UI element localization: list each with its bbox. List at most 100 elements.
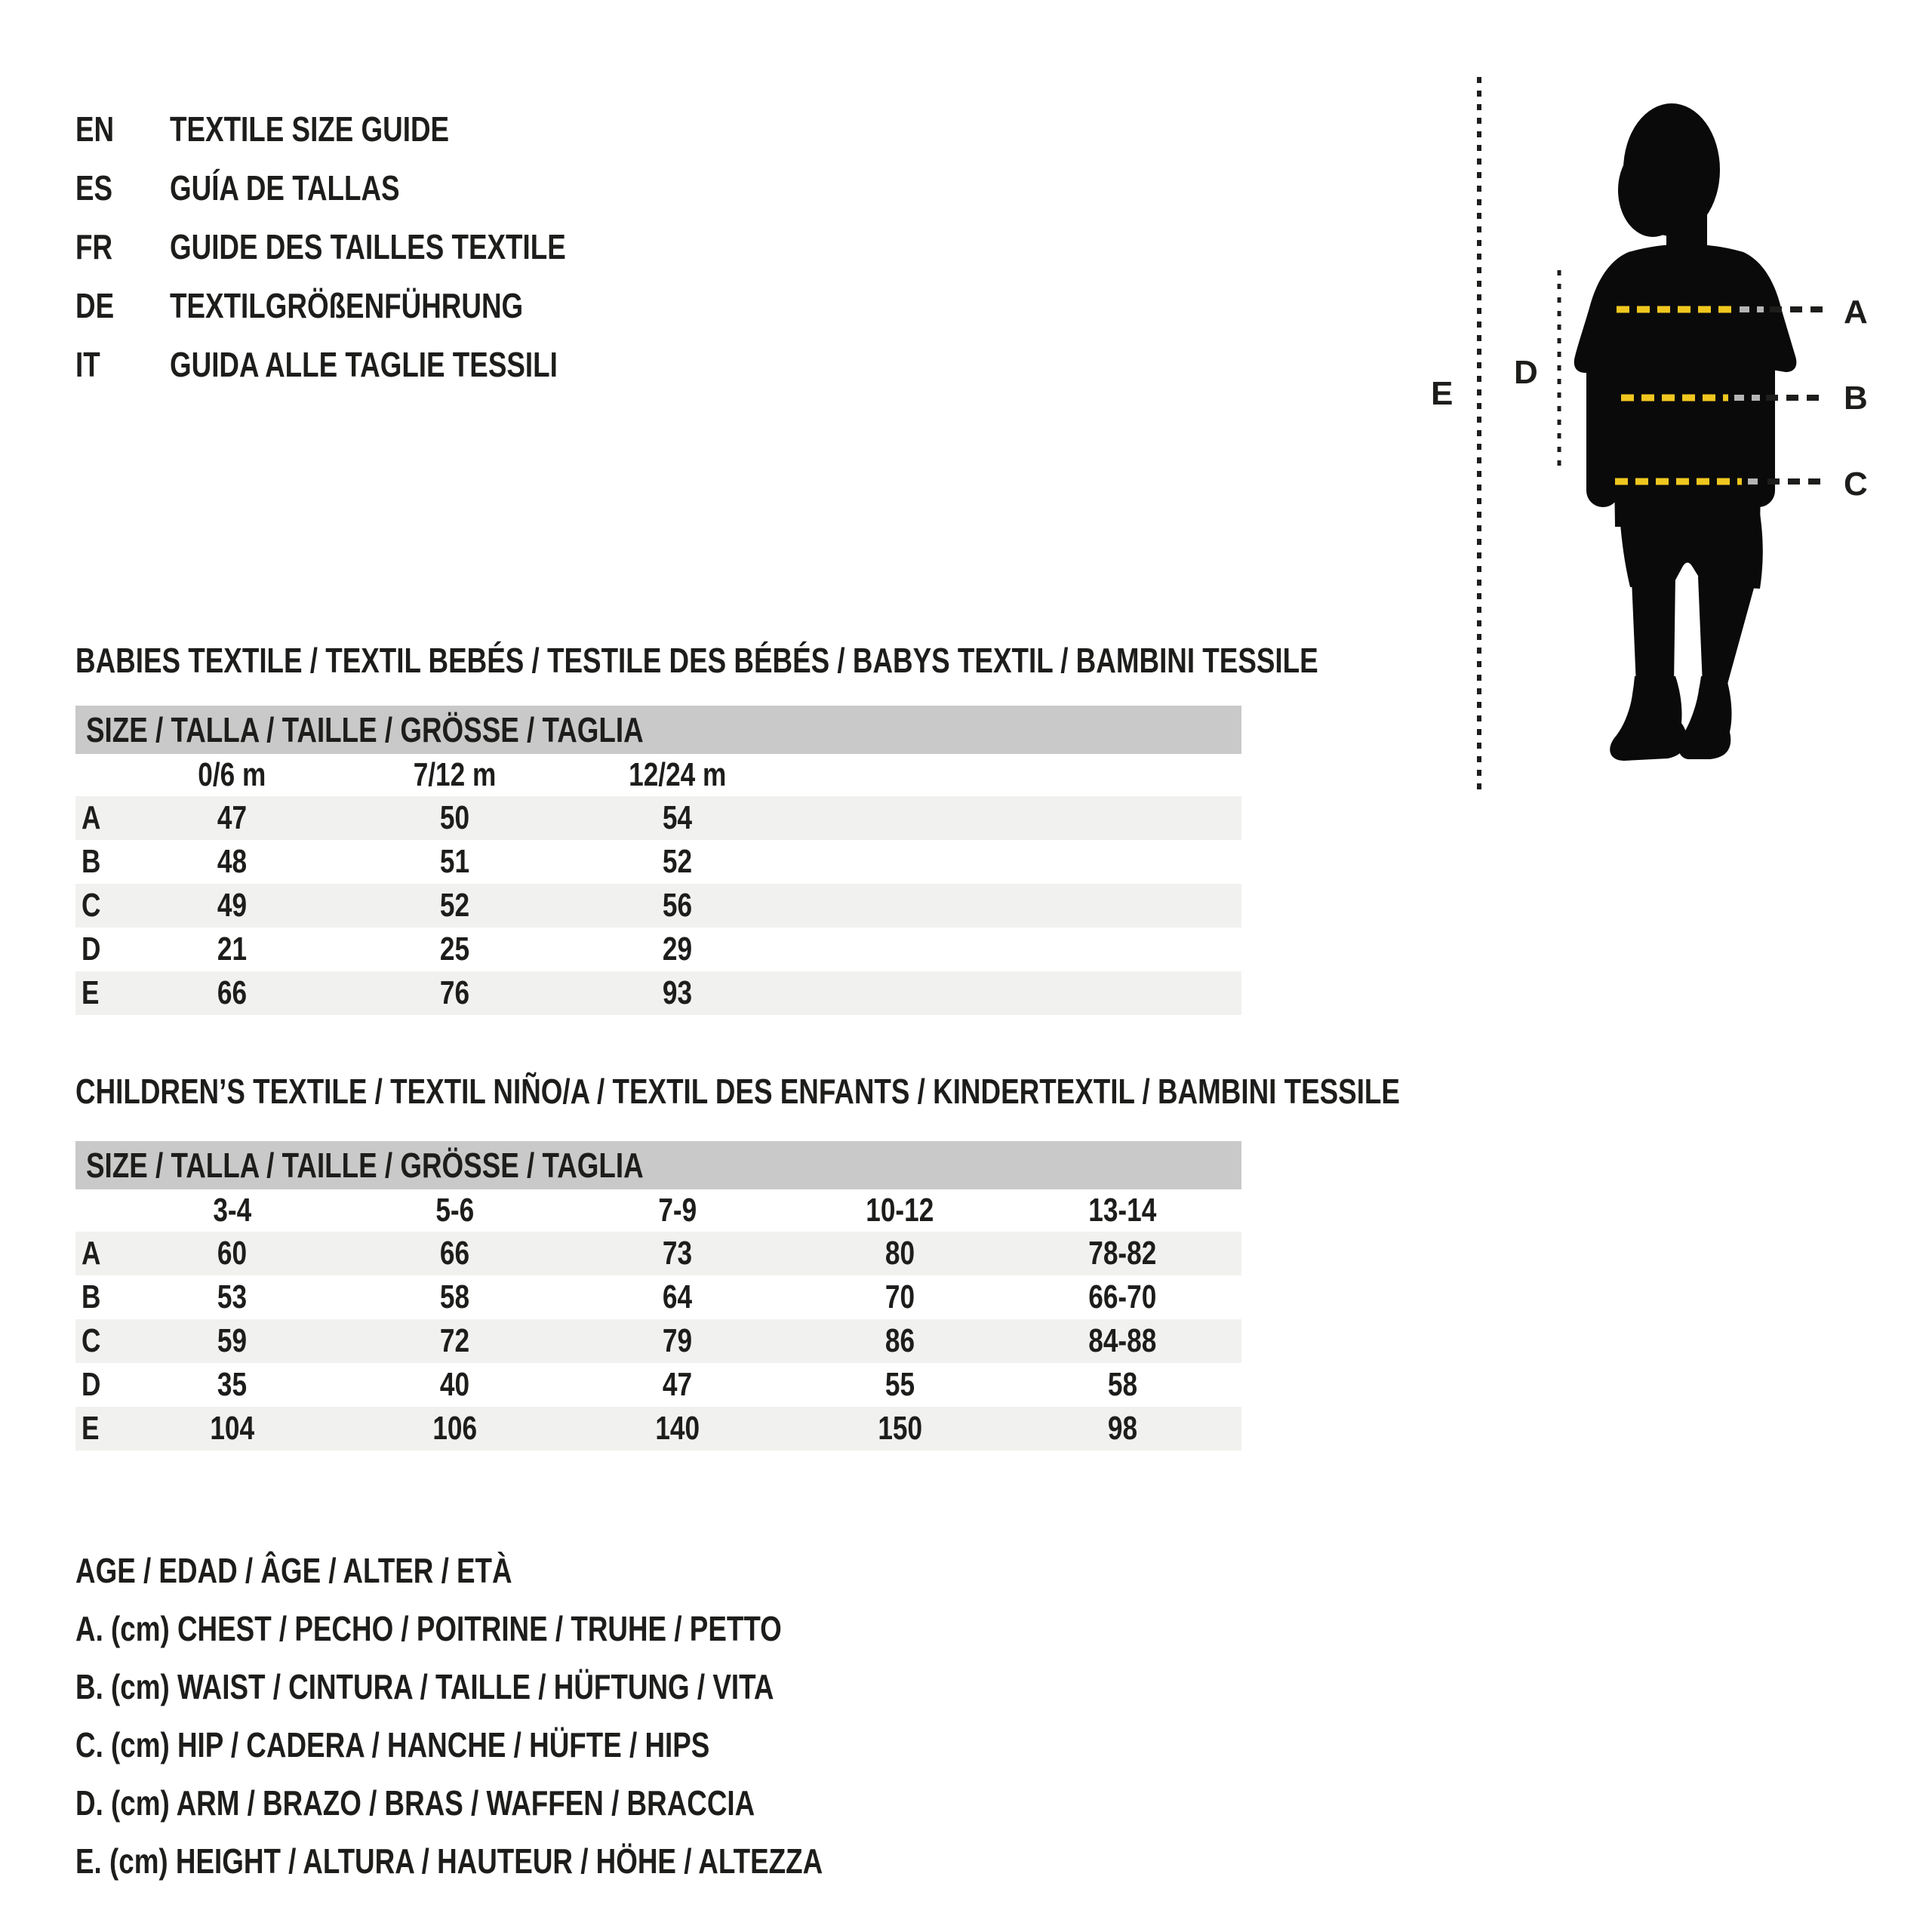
cell-value: 84-88 [1088, 1322, 1157, 1359]
children-size-table: SIZE / TALLA / TAILLE / GRÖSSE / TAGLIA … [75, 1141, 1241, 1451]
table-row: D 21 25 29 [75, 928, 1241, 971]
cell-value: 25 [439, 931, 470, 968]
cell-value: 140 [655, 1410, 700, 1447]
row-label: D [82, 1366, 101, 1403]
cell-value: 150 [878, 1410, 922, 1447]
table-row: C 49 52 56 [75, 884, 1241, 928]
row-label: B [82, 843, 101, 880]
cell-value: 70 [884, 1278, 915, 1315]
child-silhouette-diagram: A B C D E [1431, 77, 1868, 791]
table-row: A 47 50 54 [75, 796, 1241, 840]
lang-title: GUÍA DE TALLAS [170, 168, 400, 208]
lang-code: ES [75, 168, 113, 208]
cell-value: 60 [217, 1235, 248, 1272]
cell-value: 86 [884, 1322, 915, 1359]
cell-value: 104 [210, 1410, 254, 1447]
row-label: E [82, 1410, 100, 1447]
cell-value: 72 [439, 1322, 470, 1359]
legend-line-height: E. (cm) HEIGHT / ALTURA / HAUTEUR / HÖHE… [75, 1841, 823, 1881]
cell-value: 48 [217, 843, 248, 880]
cell-value: 64 [662, 1278, 693, 1315]
column-header-row: 0/6 m 7/12 m 12/24 m [75, 754, 1241, 796]
row-label: D [82, 931, 101, 968]
cell-value: 21 [217, 931, 248, 968]
cell-value: 80 [884, 1235, 915, 1272]
column-header: 10-12 [866, 1192, 934, 1229]
column-header: 7/12 m [413, 756, 497, 793]
child-silhouette [1574, 103, 1797, 761]
cell-value: 76 [439, 974, 470, 1011]
cell-value: 51 [439, 843, 470, 880]
babies-section-title: BABIES TEXTILE / TEXTIL BEBÉS / TESTILE … [75, 641, 1318, 680]
table-header-bar: SIZE / TALLA / TAILLE / GRÖSSE / TAGLIA [75, 706, 1241, 754]
cell-value: 73 [662, 1235, 693, 1272]
cell-value: 54 [662, 799, 693, 836]
table-row: C 59 72 79 86 84-88 [75, 1319, 1241, 1363]
legend-line-arm: D. (cm) ARM / BRAZO / BRAS / WAFFEN / BR… [75, 1783, 755, 1823]
row-label: B [82, 1278, 101, 1315]
cell-value: 66-70 [1088, 1278, 1157, 1315]
column-header: 5-6 [435, 1192, 474, 1229]
cell-value: 52 [439, 887, 470, 924]
legend-line-hip: C. (cm) HIP / CADERA / HANCHE / HÜFTE / … [75, 1724, 710, 1764]
legend-line-waist: B. (cm) WAIST / CINTURA / TAILLE / HÜFTU… [75, 1666, 774, 1706]
column-header: 12/24 m [628, 756, 727, 793]
label-e: E [1431, 375, 1453, 412]
measurement-diagram: A B C D E [1426, 60, 1932, 808]
lang-title: TEXTILGRÖßENFÜHRUNG [170, 286, 524, 325]
table-row: E 66 76 93 [75, 971, 1241, 1015]
legend-line-chest: A. (cm) CHEST / PECHO / POITRINE / TRUHE… [75, 1608, 782, 1648]
babies-size-table: SIZE / TALLA / TAILLE / GRÖSSE / TAGLIA … [75, 706, 1241, 1015]
label-b: B [1844, 380, 1868, 417]
lang-title: TEXTILE SIZE GUIDE [170, 109, 450, 149]
table-row: D 35 40 47 55 58 [75, 1363, 1241, 1407]
lang-code: FR [75, 227, 113, 266]
cell-value: 93 [662, 974, 693, 1011]
lang-row-de: DE TEXTILGRÖßENFÜHRUNG [75, 276, 665, 335]
lang-row-en: EN TEXTILE SIZE GUIDE [75, 100, 665, 158]
lang-code: IT [75, 345, 100, 384]
row-label: E [82, 974, 100, 1011]
row-label: C [82, 1322, 101, 1359]
column-header: 13-14 [1088, 1192, 1157, 1229]
table-header-label: SIZE / TALLA / TAILLE / GRÖSSE / TAGLIA [86, 710, 644, 749]
lang-row-es: ES GUÍA DE TALLAS [75, 158, 665, 217]
lang-code: EN [75, 109, 115, 149]
cell-value: 59 [217, 1322, 248, 1359]
table-header-bar: SIZE / TALLA / TAILLE / GRÖSSE / TAGLIA [75, 1141, 1241, 1189]
table-row: B 48 51 52 [75, 840, 1241, 884]
cell-value: 29 [662, 931, 693, 968]
cell-value: 66 [439, 1235, 470, 1272]
cell-value: 56 [662, 887, 693, 924]
legend-line-age: AGE / EDAD / ÂGE / ALTER / ETÀ [75, 1550, 512, 1590]
row-label: A [82, 799, 101, 836]
cell-value: 47 [662, 1366, 693, 1403]
label-c: C [1844, 466, 1868, 503]
column-header: 3-4 [213, 1192, 251, 1229]
row-label: A [82, 1235, 101, 1272]
language-title-list: EN TEXTILE SIZE GUIDE ES GUÍA DE TALLAS … [75, 100, 665, 394]
cell-value: 52 [662, 843, 693, 880]
column-header: 0/6 m [198, 756, 266, 793]
column-header-row: 3-4 5-6 7-9 10-12 13-14 [75, 1189, 1241, 1232]
column-header: 7-9 [658, 1192, 697, 1229]
cell-value: 66 [217, 974, 248, 1011]
lang-title: GUIDE DES TAILLES TEXTILE [170, 227, 566, 266]
cell-value: 78-82 [1088, 1235, 1157, 1272]
table-row: A 60 66 73 80 78-82 [75, 1232, 1241, 1275]
cell-value: 50 [439, 799, 470, 836]
cell-value: 49 [217, 887, 248, 924]
cell-value: 98 [1107, 1410, 1138, 1447]
measurement-legend: AGE / EDAD / ÂGE / ALTER / ETÀ A. (cm) C… [75, 1541, 1010, 1890]
table-row: B 53 58 64 70 66-70 [75, 1275, 1241, 1319]
lang-row-it: IT GUIDA ALLE TAGLIE TESSILI [75, 335, 665, 394]
cell-value: 40 [439, 1366, 470, 1403]
cell-value: 55 [884, 1366, 915, 1403]
children-section-title: CHILDREN’S TEXTILE / TEXTIL NIÑO/A / TEX… [75, 1072, 1400, 1111]
label-d: D [1514, 354, 1538, 391]
row-label: C [82, 887, 101, 924]
cell-value: 106 [432, 1410, 477, 1447]
lang-row-fr: FR GUIDE DES TAILLES TEXTILE [75, 217, 665, 276]
cell-value: 53 [217, 1278, 248, 1315]
table-row: E 104 106 140 150 98 [75, 1407, 1241, 1451]
